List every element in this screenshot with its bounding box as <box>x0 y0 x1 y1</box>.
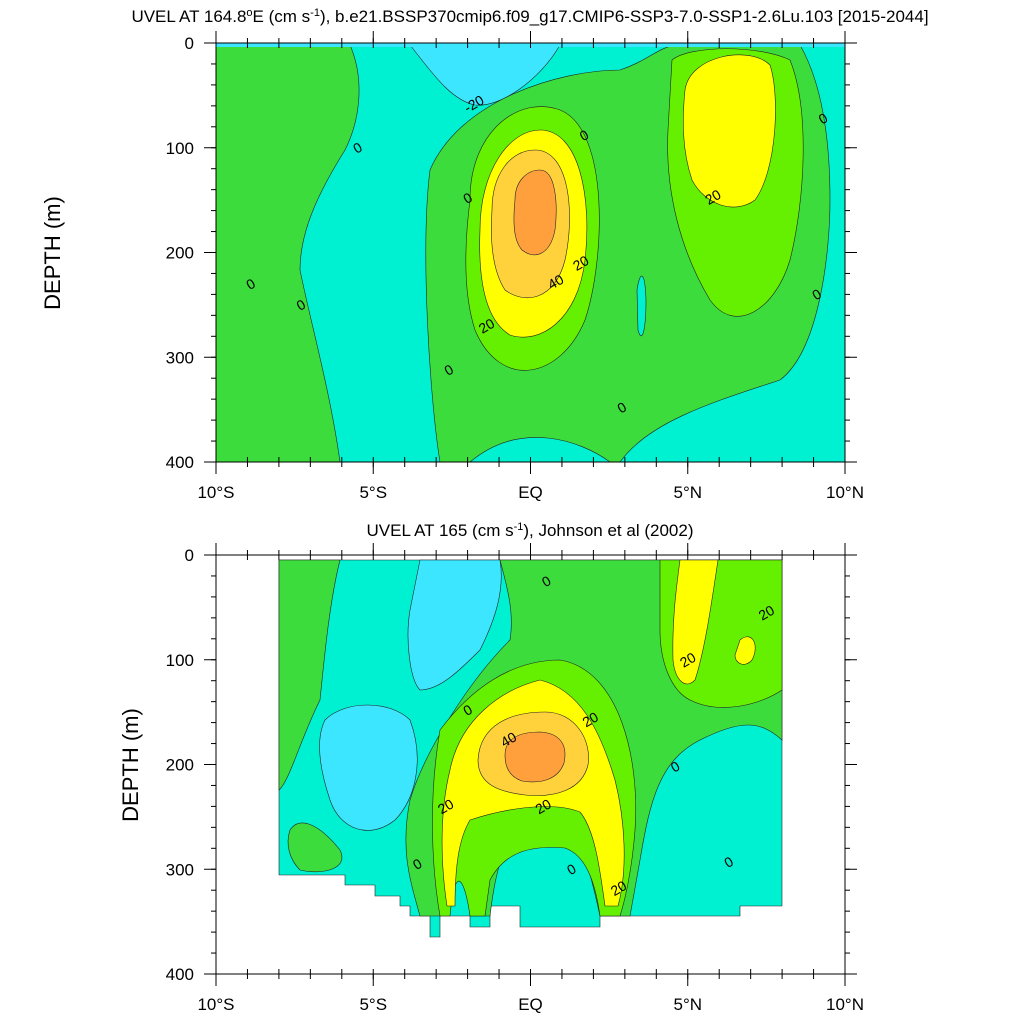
axis-ticks-observed: 10°S 5°S EQ 5°N 10°N 0 100 200 300 400 <box>166 543 864 1014</box>
y-tick-label: 0 <box>185 34 194 53</box>
y-tick-label: 0 <box>185 546 194 565</box>
y-tick-label: 100 <box>166 651 194 670</box>
contour-label: 40 <box>498 728 520 750</box>
contour-label: 20 <box>532 795 554 817</box>
x-tick-label: EQ <box>518 995 543 1014</box>
chart-panel-model: UVEL AT 164.8oE (cm s-1), b.e21.BSSP370c… <box>40 7 929 502</box>
chart-panel-observed: UVEL AT 165 (cm s-1), Johnson et al (200… <box>118 521 864 1014</box>
contour-label: 40 <box>545 271 567 293</box>
axis-ticks-model: 10°S 5°S EQ 5°N 10°N 0 100 200 300 400 <box>166 31 864 502</box>
x-tick-label: 10°S <box>197 995 234 1014</box>
y-tick-label: 100 <box>166 139 194 158</box>
y-tick-label: 300 <box>166 860 194 879</box>
y-tick-label: 400 <box>166 965 194 984</box>
y-axis-label-observed: DEPTH (m) <box>118 708 143 822</box>
x-tick-label: 5°N <box>673 995 702 1014</box>
contour-label: 20 <box>570 252 592 274</box>
x-tick-label: 5°S <box>359 483 387 502</box>
contour-label: 20 <box>435 795 457 817</box>
y-tick-label: 300 <box>166 348 194 367</box>
level-20-30-east <box>682 54 776 208</box>
level-above-40-core <box>504 731 566 783</box>
westward-minimum-region-2 <box>319 704 418 831</box>
contour-field-model <box>216 43 845 462</box>
chart-title-observed: UVEL AT 165 (cm s-1), Johnson et al (200… <box>367 521 694 540</box>
contour-label: 20 <box>702 186 724 208</box>
contour-label: 20 <box>756 602 778 624</box>
westward-region-west <box>216 44 360 462</box>
minimum-region <box>409 44 561 106</box>
contour-label: 20 <box>677 649 699 671</box>
level-0-sliver <box>636 275 647 337</box>
contour-field-observed <box>278 559 783 938</box>
y-tick-label: 200 <box>166 756 194 775</box>
contour-label: 20 <box>476 315 498 337</box>
x-tick-label: 10°S <box>197 483 234 502</box>
y-axis-label-model: DEPTH (m) <box>40 196 65 310</box>
level-20-30-east <box>672 559 719 685</box>
x-tick-label: 10°N <box>826 483 864 502</box>
contour-label: 20 <box>580 709 602 731</box>
x-tick-label: 5°S <box>359 995 387 1014</box>
level-0-10-west <box>278 559 341 791</box>
x-tick-label: 10°N <box>826 995 864 1014</box>
y-tick-label: 400 <box>166 453 194 472</box>
level-20-30-east-patch <box>734 636 756 665</box>
contour-label: 20 <box>608 877 630 899</box>
chart-title-model: UVEL AT 164.8oE (cm s-1), b.e21.BSSP370c… <box>131 7 928 26</box>
level-above-40-core <box>513 169 557 255</box>
x-tick-label: EQ <box>518 483 543 502</box>
x-tick-label: 5°N <box>673 483 702 502</box>
level-0-10-southwest-patch <box>287 822 343 873</box>
y-tick-label: 200 <box>166 244 194 263</box>
westward-minimum-region <box>407 559 502 691</box>
eastward-region-east-band <box>619 44 845 462</box>
